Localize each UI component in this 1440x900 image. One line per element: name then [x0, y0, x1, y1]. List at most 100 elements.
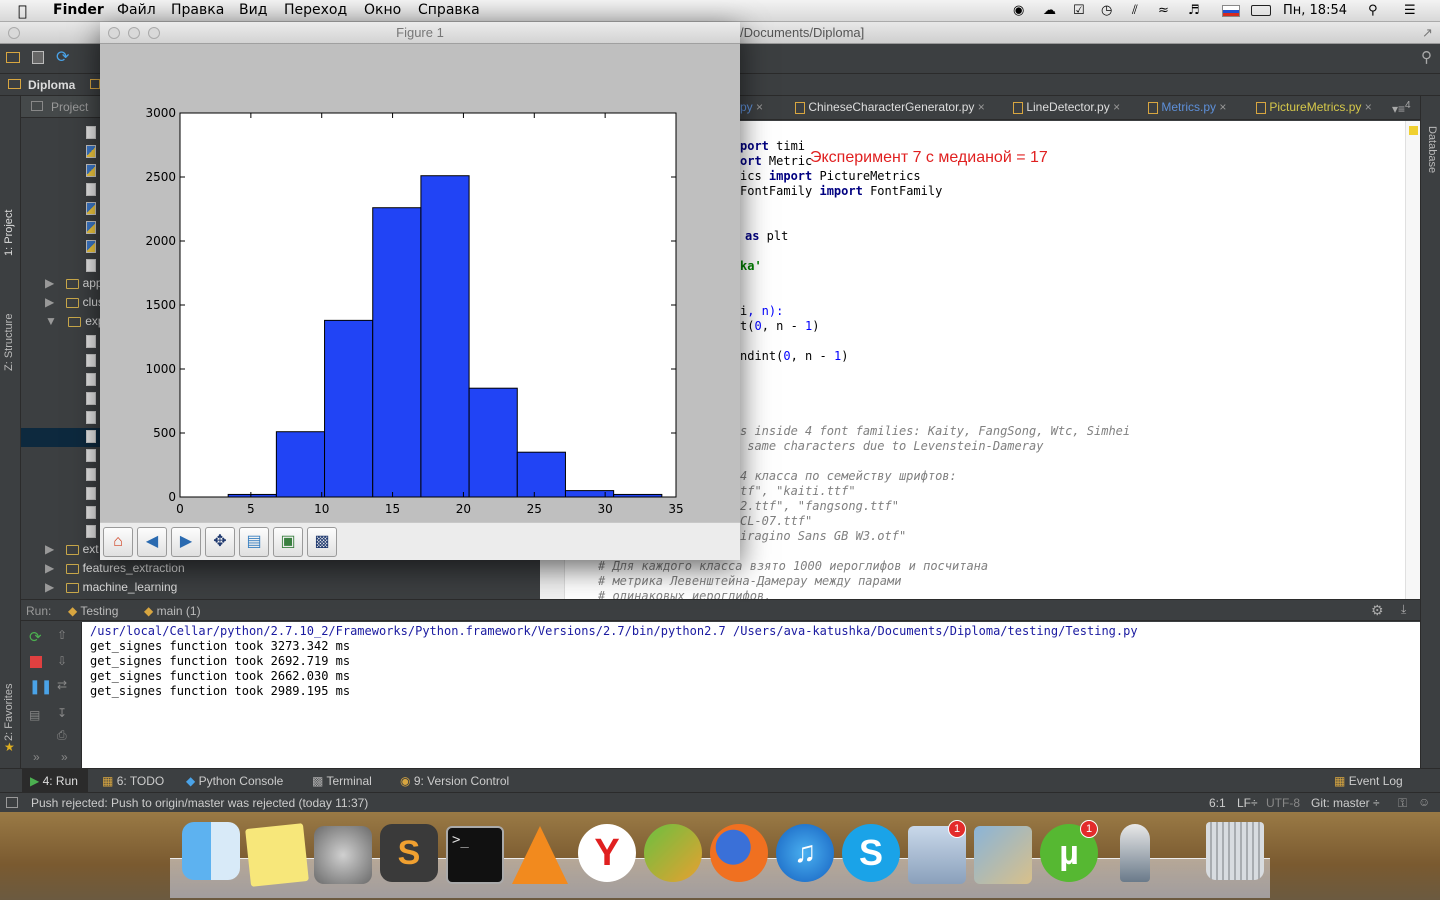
tab-picture-metrics[interactable]: PictureMetrics.py ×	[1256, 100, 1372, 114]
configure-icon[interactable]: ▤	[239, 527, 269, 557]
pan-icon[interactable]: ✥	[205, 527, 235, 557]
panel-toggle-icon[interactable]	[6, 797, 18, 808]
file-encoding[interactable]: UTF-8	[1266, 796, 1300, 810]
skype-icon[interactable]: S	[842, 824, 900, 882]
file-icon[interactable]	[86, 487, 96, 500]
file-icon[interactable]	[86, 430, 96, 443]
file-icon[interactable]	[86, 354, 96, 367]
tab-terminal[interactable]: ▩ Terminal	[312, 774, 372, 788]
line-separator[interactable]: LF÷	[1237, 796, 1258, 810]
clock[interactable]: Пн, 18:54	[1283, 3, 1348, 18]
yandex-browser-icon[interactable]: Y	[578, 824, 636, 882]
apple-icon[interactable]: 	[18, 2, 27, 20]
tree-item-ext[interactable]: ▶ ext	[45, 542, 99, 556]
pause-icon[interactable]: ❚❚	[29, 678, 53, 694]
rerun-icon[interactable]: ⟳	[29, 629, 42, 646]
file-icon[interactable]	[86, 506, 96, 519]
menu-help[interactable]: Справка	[418, 2, 480, 18]
hide-panel-icon[interactable]: ⤓	[1401, 602, 1407, 616]
firefox-icon[interactable]	[710, 824, 768, 882]
editor-scroll-markers[interactable]	[1405, 121, 1420, 599]
bluetooth-icon[interactable]: ⫽	[1132, 3, 1138, 18]
ide-close-button[interactable]	[8, 27, 20, 39]
check-icon[interactable]: ☑	[1073, 3, 1085, 18]
itunes-icon[interactable]: ♫	[776, 824, 834, 882]
file-icon[interactable]	[86, 525, 96, 538]
forward-icon[interactable]: ▶	[171, 527, 201, 557]
back-icon[interactable]: ◀	[137, 527, 167, 557]
finder-icon[interactable]	[182, 822, 240, 880]
menu-go[interactable]: Переход	[284, 2, 348, 18]
file-icon[interactable]	[86, 392, 96, 405]
python-file-icon[interactable]	[86, 221, 96, 234]
tab-run[interactable]: ▶ 4: Run	[30, 774, 78, 788]
wifi-icon[interactable]: ≈	[1158, 3, 1169, 18]
figure-minimize-button[interactable]	[128, 27, 140, 39]
fullscreen-icon[interactable]: ↗	[1422, 25, 1433, 40]
python-file-icon[interactable]	[86, 164, 96, 177]
lock-icon[interactable]: ⚿	[1398, 796, 1408, 810]
search-everywhere-icon[interactable]: ⚲	[1421, 49, 1432, 66]
tree-item-exp[interactable]: ▼ exp	[45, 314, 105, 328]
stop-icon[interactable]	[30, 656, 42, 668]
file-icon[interactable]	[86, 126, 96, 139]
down-arrow-icon[interactable]: ⇩	[57, 654, 68, 668]
figure-zoom-button[interactable]	[148, 27, 160, 39]
tab-file-1[interactable]: py ×	[740, 100, 764, 114]
caret-position[interactable]: 6:1	[1209, 796, 1226, 810]
file-icon[interactable]	[86, 335, 96, 348]
run-console[interactable]: /usr/local/Cellar/python/2.7.10_2/Framew…	[82, 622, 1420, 768]
up-arrow-icon[interactable]: ⇧	[57, 628, 68, 642]
file-icon[interactable]	[86, 373, 96, 386]
file-icon[interactable]	[86, 411, 96, 424]
tree-item-clus[interactable]: ▶ clus	[45, 295, 104, 309]
tab-favorites[interactable]: 2: Favorites	[3, 683, 15, 741]
trash-icon[interactable]	[1206, 822, 1264, 880]
notification-center-icon[interactable]: ☰	[1404, 3, 1416, 18]
more-icon[interactable]: »	[61, 750, 68, 764]
pycharm-icon[interactable]	[644, 824, 702, 882]
system-preferences-icon[interactable]	[314, 826, 372, 884]
volume-icon[interactable]: ♬	[1188, 3, 1200, 18]
tab-database[interactable]: Database	[1426, 126, 1438, 174]
russian-flag-icon[interactable]	[1222, 5, 1240, 17]
file-icon[interactable]	[86, 468, 96, 481]
save-icon[interactable]: ▩	[307, 527, 337, 557]
sublime-text-icon[interactable]: S	[380, 824, 438, 882]
subplots-icon[interactable]: ▣	[273, 527, 303, 557]
python-file-icon[interactable]	[86, 202, 96, 215]
tree-item-machine-learning[interactable]: ▶ machine_learning	[45, 580, 178, 594]
figure-title-bar[interactable]: Figure 1	[100, 22, 740, 44]
home-icon[interactable]: ⌂	[103, 527, 133, 557]
spotlight-icon[interactable]: ⚲	[1368, 3, 1378, 18]
tab-todo[interactable]: ▦ 6: TODO	[102, 774, 165, 788]
tree-item-app[interactable]: ▶ app	[45, 276, 103, 290]
gear-icon[interactable]: ⚙	[1371, 602, 1384, 618]
sync-icon[interactable]: ⟳	[56, 49, 70, 66]
tab-structure[interactable]: Z: Structure	[3, 313, 15, 371]
scroll-end-icon[interactable]: ↧	[57, 706, 68, 720]
status-message[interactable]: Push rejected: Push to origin/master was…	[31, 796, 369, 810]
menu-window[interactable]: Окно	[364, 2, 402, 18]
tab-python-console[interactable]: ◆ Python Console	[186, 774, 284, 788]
python-file-icon[interactable]	[86, 145, 96, 158]
menu-file[interactable]: Файл	[117, 2, 156, 18]
breadcrumb-diploma[interactable]: Diploma	[28, 78, 76, 92]
menu-edit[interactable]: Правка	[171, 2, 225, 18]
print-icon[interactable]: ⎙	[57, 728, 67, 742]
stickies-icon[interactable]	[245, 823, 309, 887]
more-icon[interactable]: »	[33, 750, 40, 764]
menu-view[interactable]: Вид	[239, 2, 268, 18]
layout-icon[interactable]: ▤	[29, 708, 41, 722]
battery-icon[interactable]	[1251, 5, 1271, 16]
tab-line-detector[interactable]: LineDetector.py ×	[1013, 100, 1120, 114]
file-icon[interactable]	[86, 259, 96, 272]
tab-version-control[interactable]: ◉ 9: Version Control	[400, 774, 510, 788]
tabs-overflow-menu[interactable]: ▾≡4	[1392, 100, 1411, 116]
time-machine-icon[interactable]: ◷	[1101, 3, 1113, 18]
vlc-icon[interactable]	[512, 826, 568, 884]
figure-close-button[interactable]	[108, 27, 120, 39]
file-icon[interactable]	[86, 449, 96, 462]
tree-item-features-extraction[interactable]: ▶ features_extraction	[45, 561, 185, 575]
save-all-icon[interactable]	[32, 51, 44, 64]
